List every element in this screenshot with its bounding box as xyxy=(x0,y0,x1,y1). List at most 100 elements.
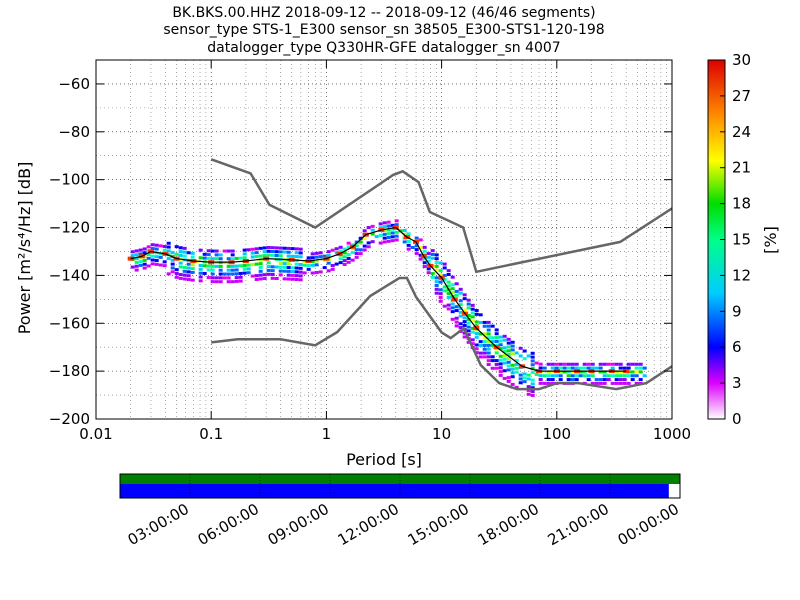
density-cell xyxy=(466,325,471,329)
density-cell xyxy=(250,274,255,278)
density-cell xyxy=(326,250,331,254)
density-cell xyxy=(498,343,503,347)
density-cell xyxy=(182,250,187,254)
density-cell xyxy=(566,370,571,374)
density-cell xyxy=(306,264,311,268)
density-cell xyxy=(418,246,423,250)
density-cell xyxy=(198,271,203,275)
density-cell xyxy=(246,263,251,267)
density-cell xyxy=(378,222,383,226)
density-cell xyxy=(270,265,275,269)
density-cell xyxy=(446,292,451,296)
colorbar-tick-label: 6 xyxy=(732,338,742,356)
density-cell xyxy=(318,251,323,255)
density-cell xyxy=(506,341,511,345)
density-cell xyxy=(218,264,223,268)
density-cell xyxy=(142,262,147,266)
density-cell xyxy=(202,264,207,268)
density-cell xyxy=(166,249,171,253)
density-cell xyxy=(214,264,219,268)
density-cell xyxy=(578,370,583,374)
density-cell xyxy=(470,311,475,315)
density-cell xyxy=(182,273,187,277)
density-cell xyxy=(602,374,607,378)
density-cell xyxy=(522,357,527,361)
density-cell xyxy=(234,272,239,276)
density-cell xyxy=(294,266,299,270)
density-cell xyxy=(198,264,203,268)
density-cell xyxy=(530,390,535,394)
density-cell xyxy=(518,354,523,358)
density-cell xyxy=(230,253,235,257)
density-cell xyxy=(130,254,135,258)
density-cell xyxy=(446,303,451,307)
density-cell xyxy=(586,374,591,378)
density-cell xyxy=(230,264,235,268)
density-cell xyxy=(290,254,295,258)
density-cell xyxy=(158,255,163,259)
density-cell xyxy=(502,334,507,338)
density-cell xyxy=(598,378,603,382)
density-cell xyxy=(606,378,611,382)
density-cell xyxy=(486,347,491,351)
density-cell xyxy=(390,223,395,227)
density-cell xyxy=(254,247,259,251)
title-line-1: BK.BKS.00.HHZ 2018-09-12 -- 2018-09-12 (… xyxy=(172,5,595,21)
density-cell xyxy=(450,291,455,295)
density-cell xyxy=(282,250,287,254)
density-cell xyxy=(390,227,395,231)
time-tick-label: 09:00:00 xyxy=(265,500,332,549)
density-cell xyxy=(474,347,479,351)
density-cell xyxy=(250,251,255,255)
density-cell xyxy=(258,277,263,281)
density-cell xyxy=(302,259,307,263)
density-cell xyxy=(342,247,347,251)
density-cell xyxy=(334,262,339,266)
density-cell xyxy=(266,268,271,272)
density-cell xyxy=(354,240,359,244)
density-cell xyxy=(238,279,243,283)
density-cell xyxy=(510,375,515,379)
density-cell xyxy=(430,252,435,256)
density-cell xyxy=(466,302,471,306)
y-tick-label: −160 xyxy=(49,314,90,332)
density-cell xyxy=(490,324,495,328)
density-cell xyxy=(270,276,275,280)
density-cell xyxy=(366,241,371,245)
density-cell xyxy=(346,260,351,264)
density-cell xyxy=(462,293,467,297)
density-cell xyxy=(234,279,239,283)
density-cell xyxy=(574,366,579,370)
density-cell xyxy=(490,355,495,359)
time-tick-label: 00:00:00 xyxy=(615,500,682,549)
x-tick-label: 100 xyxy=(542,425,571,443)
density-cell xyxy=(466,340,471,344)
density-cell xyxy=(222,249,227,253)
density-cell xyxy=(470,315,475,319)
density-cell xyxy=(598,362,603,366)
density-cell xyxy=(454,320,459,324)
density-cell xyxy=(414,248,419,252)
density-cell xyxy=(438,280,443,284)
density-cell xyxy=(474,331,479,335)
x-tick-label: 10 xyxy=(432,425,451,443)
density-cell xyxy=(274,246,279,250)
density-cell xyxy=(282,265,287,269)
density-cell xyxy=(598,366,603,370)
density-cell xyxy=(590,362,595,366)
y-tick-label: −120 xyxy=(49,219,90,237)
density-cell xyxy=(278,246,283,250)
density-cell xyxy=(354,252,359,256)
density-cell xyxy=(162,264,167,268)
density-cell xyxy=(506,353,511,357)
density-cell xyxy=(338,249,343,253)
density-cell xyxy=(538,362,543,366)
density-cell xyxy=(478,332,483,336)
density-cell xyxy=(434,253,439,257)
colorbar-tick-label: 24 xyxy=(732,123,751,141)
y-tick-label: −200 xyxy=(49,410,90,428)
density-cell xyxy=(330,267,335,271)
density-cell xyxy=(362,244,367,248)
density-cell xyxy=(146,252,151,256)
